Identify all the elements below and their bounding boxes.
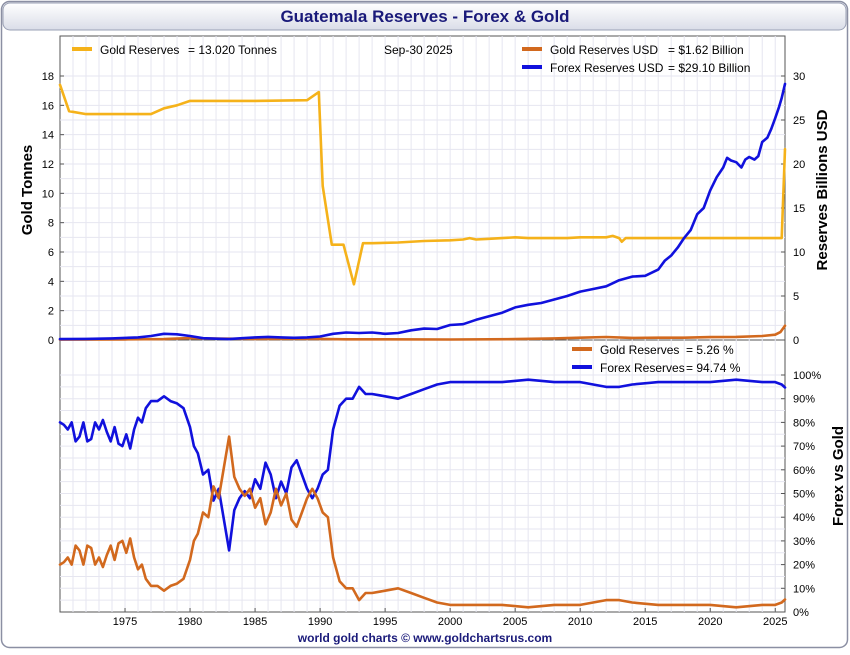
left-tick-label-top: 14	[42, 130, 54, 142]
left-tick-label-top: 6	[48, 247, 54, 259]
legend-date: Sep-30 2025	[384, 43, 453, 57]
legend-value-gold-tonnes: = 13.020 Tonnes	[188, 43, 277, 57]
right-tick-label-bottom: 40%	[793, 512, 815, 524]
x-tick-label: 2000	[438, 616, 462, 628]
right-tick-label-bottom: 100%	[793, 370, 821, 382]
x-tick-label: 2025	[763, 616, 787, 628]
left-tick-label-top: 18	[42, 71, 54, 83]
series-line-forex-pct	[58, 378, 787, 552]
legend-label-gold-pct: Gold Reserves	[600, 343, 679, 357]
left-tick-label-top: 10	[42, 188, 54, 200]
left-tick-label-top: 16	[42, 100, 54, 112]
series-line-gold-tonnes	[58, 83, 787, 286]
right-tick-label-top: 30	[793, 71, 805, 83]
x-tick-label: 1980	[178, 616, 202, 628]
legend-label-forex-pct: Forex Reserves	[600, 361, 685, 375]
legend-label-gold-tonnes: Gold Reserves	[100, 43, 179, 57]
right-tick-label-bottom: 90%	[793, 394, 815, 406]
x-tick-label: 2005	[503, 616, 527, 628]
right-tick-label-bottom: 20%	[793, 560, 815, 572]
right-tick-label-bottom: 30%	[793, 536, 815, 548]
right-tick-label-top: 25	[793, 115, 805, 127]
right-tick-label-top: 5	[793, 291, 799, 303]
right-tick-label-bottom: 0%	[793, 607, 809, 619]
left-tick-label-top: 0	[48, 335, 54, 347]
x-tick-label: 2020	[698, 616, 722, 628]
x-tick-label: 1990	[308, 616, 332, 628]
footer-credit: world gold charts © www.goldchartsrus.co…	[297, 631, 552, 645]
top-right-axis-title: Reserves Billions USD	[814, 109, 831, 270]
x-tick-label: 2015	[633, 616, 657, 628]
top-legend: Gold Reserves = 13.020 Tonnes Sep-30 202…	[72, 43, 750, 75]
right-tick-label-top: 0	[793, 335, 799, 347]
left-tick-label-top: 8	[48, 218, 54, 230]
right-tick-label-top: 10	[793, 247, 805, 259]
grid-lines	[60, 36, 785, 612]
bottom-right-axis-title: Forex vs Gold	[830, 426, 847, 526]
legend-value-gold-usd: = $1.62 Billion	[668, 43, 744, 57]
right-tick-label-bottom: 10%	[793, 583, 815, 595]
bottom-plot-area	[59, 339, 786, 613]
right-tick-label-bottom: 80%	[793, 417, 815, 429]
left-tick-label-top: 2	[48, 306, 54, 318]
series-line-forex-usd	[58, 82, 787, 341]
x-tick-label: 1995	[373, 616, 397, 628]
bottom-legend: Gold Reserves = 5.26 % Forex Reserves = …	[572, 343, 741, 375]
right-tick-label-bottom: 70%	[793, 441, 815, 453]
series-lines	[58, 82, 787, 609]
title-bar	[2, 2, 847, 31]
chart-title: Guatemala Reserves - Forex & Gold	[280, 7, 569, 26]
top-plot-area	[59, 35, 786, 341]
legend-label-forex-usd: Forex Reserves USD	[550, 61, 664, 75]
x-tick-label: 1975	[113, 616, 137, 628]
legend-value-gold-pct: = 5.26 %	[686, 343, 734, 357]
series-line-gold-pct	[58, 435, 787, 609]
left-tick-label-top: 12	[42, 159, 54, 171]
top-left-axis-title: Gold Tonnes	[19, 145, 36, 236]
legend-value-forex-pct: = 94.74 %	[686, 361, 741, 375]
right-tick-label-top: 20	[793, 159, 805, 171]
x-tick-label: 1985	[243, 616, 267, 628]
axis-ticks: 0246810121416180510152025300%10%20%30%40…	[42, 71, 822, 628]
left-tick-label-top: 4	[48, 276, 54, 288]
right-tick-label-bottom: 60%	[793, 465, 815, 477]
legend-label-gold-usd: Gold Reserves USD	[550, 43, 658, 57]
x-tick-label: 2010	[568, 616, 592, 628]
right-tick-label-bottom: 50%	[793, 489, 815, 501]
legend-value-forex-usd: = $29.10 Billion	[668, 61, 750, 75]
right-tick-label-top: 15	[793, 203, 805, 215]
